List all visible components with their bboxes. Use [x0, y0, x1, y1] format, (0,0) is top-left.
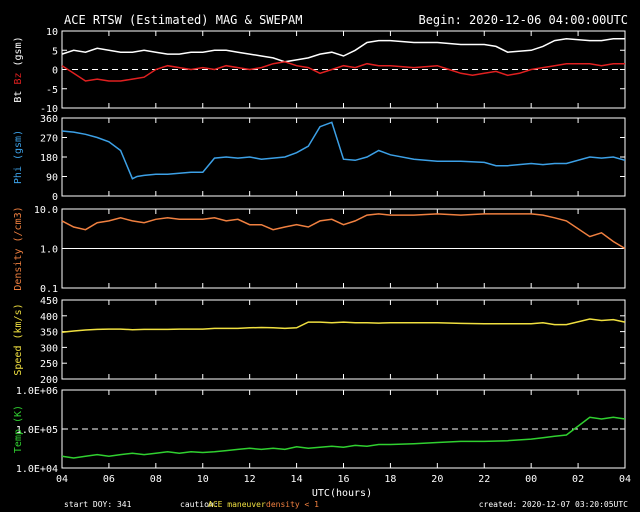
x-tick-label: 02 [572, 474, 584, 485]
y-tick-label: 0 [52, 192, 58, 203]
y-tick-label: 5 [52, 46, 58, 57]
x-tick-label: 12 [244, 474, 256, 485]
y-axis-label-part: (gsm) [13, 36, 24, 72]
series-temp [61, 416, 626, 459]
panel-phi: 360 270 180 90 0 Phi (gsm) [13, 114, 626, 203]
y-axis-label: Phi (gsm) [13, 130, 24, 184]
x-tick-label: 00 [525, 474, 537, 485]
x-tick-label: 20 [431, 474, 443, 485]
y-tick-label: 180 [40, 153, 58, 164]
y-tick-label: 10 [46, 27, 58, 38]
y-axis-label-part: Temp [13, 429, 24, 453]
y-tick-label: 1.0 [40, 245, 58, 256]
y-tick-label: 250 [40, 359, 58, 370]
y-tick-label: 350 [40, 328, 58, 339]
x-tick-label: 04 [56, 474, 68, 485]
panel-speed: 450 400 350 300 250 200 Speed (km/s) [13, 296, 626, 386]
y-tick-label: 400 [40, 312, 58, 323]
x-tick-label: 18 [384, 474, 396, 485]
y-tick-label: -5 [46, 85, 58, 96]
y-tick-label: 1.0E+04 [16, 464, 58, 475]
y-axis-label-part: Bt [13, 91, 24, 103]
y-axis-label-part: (km/s) [13, 303, 24, 345]
series-speed [61, 318, 626, 333]
x-tick-label: 06 [103, 474, 115, 485]
chart-title: ACE RTSW (Estimated) MAG & SWEPAM [64, 13, 302, 27]
y-axis-label-part: (/cm3) [13, 206, 24, 248]
panel-mag: 10 5 0 -5 -10 Bt Bz (gsm) [13, 27, 626, 115]
x-axis-label: UTC(hours) [312, 488, 372, 499]
y-axis-label: Bt Bz (gsm) [13, 36, 24, 102]
y-tick-label: 300 [40, 343, 58, 354]
x-tick-label: 16 [337, 474, 349, 485]
caution-ace-maneuver: ACE maneuver [208, 500, 266, 509]
y-axis-label-part: (gsm) [13, 130, 24, 166]
y-tick-label: 10.0 [34, 205, 58, 216]
series-density [61, 213, 626, 250]
y-axis-label-part: Bz [13, 73, 24, 91]
y-axis-label-part: Speed [13, 346, 24, 376]
caution-density: density < 1 [266, 500, 319, 509]
y-axis-label: Density (/cm3) [13, 206, 24, 290]
y-tick-label: 200 [40, 375, 58, 386]
y-tick-label: 0.1 [40, 284, 58, 295]
panel-density: 10.0 1.0 0.1 Density (/cm3) [13, 205, 626, 295]
x-tick-label: 08 [150, 474, 162, 485]
y-tick-label: 1.0E+06 [16, 386, 58, 397]
series-bz [61, 61, 625, 82]
y-tick-label: 360 [40, 114, 58, 125]
y-tick-label: 0 [52, 66, 58, 77]
y-axis-label: Temp (K) [13, 405, 24, 453]
created-time: created: 2020-12-07 03:20:05UTC [479, 500, 628, 509]
series-bt [61, 37, 625, 63]
x-tick-label: 14 [291, 474, 303, 485]
begin-time: Begin: 2020-12-06 04:00:00UTC [418, 13, 628, 27]
start-doy: start DOY: 341 [64, 500, 132, 509]
x-tick-label: 22 [478, 474, 490, 485]
panels: 10 5 0 -5 -10 Bt Bz (gsm) 360 270 180 90 0 Phi (gsm… [13, 27, 631, 485]
y-tick-label: 1.0E+05 [16, 425, 58, 436]
y-tick-label: 90 [46, 173, 58, 184]
y-axis-label-part: Density [13, 249, 24, 291]
caution-label: caution: [180, 500, 219, 509]
y-axis-label-part: (K) [13, 405, 24, 429]
x-tick-label: 04 [619, 474, 631, 485]
x-tick-label: 10 [197, 474, 209, 485]
y-axis-label: Speed (km/s) [13, 303, 24, 375]
y-tick-label: 270 [40, 134, 58, 145]
y-tick-label: 450 [40, 296, 58, 307]
y-axis-label-part: Phi [13, 166, 24, 184]
y-tick-label: -10 [40, 104, 58, 115]
panel-frame [61, 299, 626, 380]
series-phi [61, 121, 626, 180]
